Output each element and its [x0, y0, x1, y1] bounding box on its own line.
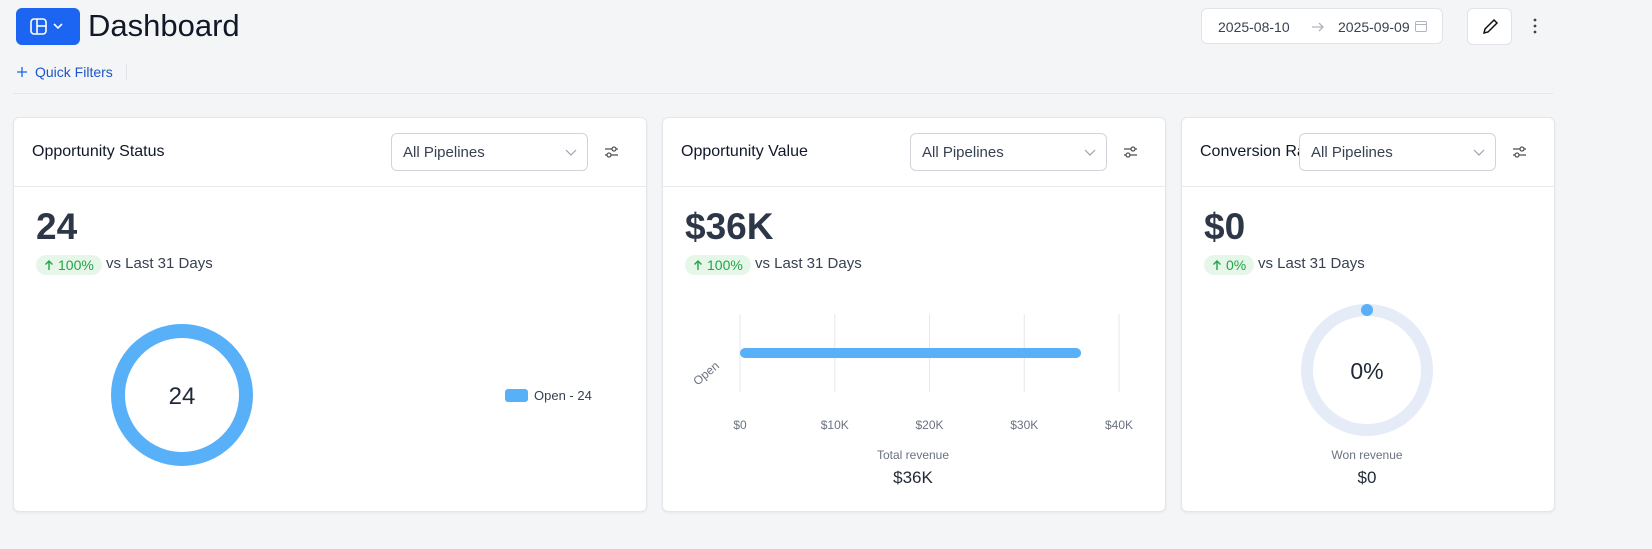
up-arrow	[45, 260, 53, 270]
card	[662, 117, 1166, 512]
comparison: vs Last 31 Days	[106, 255, 213, 272]
card-divider	[663, 186, 1165, 187]
card-divider	[1182, 186, 1554, 187]
quick-filters[interactable]: Quick Filters	[35, 64, 113, 80]
card-title: Opportunity Value	[681, 143, 808, 160]
select-text: All Pipelines	[922, 144, 1004, 161]
calendar-icon	[1415, 21, 1427, 32]
pipeline-select[interactable]: All Pipelines	[1299, 133, 1496, 171]
change-text: 100%	[58, 257, 94, 273]
date-start: 2025-08-10	[1218, 19, 1290, 35]
change-text: 100%	[707, 257, 743, 273]
metric-value: 24	[36, 206, 78, 247]
pipeline-select[interactable]: All Pipelines	[391, 133, 588, 171]
change-text: 0%	[1226, 257, 1247, 273]
layout-icon	[30, 18, 63, 35]
chevron-icon	[565, 149, 577, 156]
metric-value: $36K	[685, 206, 774, 247]
chevron-icon	[1473, 149, 1485, 156]
comparison: vs Last 31 Days	[755, 255, 862, 272]
metric-value: $0	[1204, 206, 1246, 247]
comparison: vs Last 31 Days	[1258, 255, 1365, 272]
edit-button[interactable]	[1467, 8, 1512, 45]
select-text: All Pipelines	[403, 144, 485, 161]
arrow-icon	[1312, 22, 1324, 32]
layout-button[interactable]	[16, 8, 80, 45]
card-title: Opportunity Status	[32, 143, 165, 160]
up-arrow	[694, 260, 702, 270]
card	[1181, 117, 1555, 512]
change-badge: 100%	[685, 255, 751, 275]
select-text: All Pipelines	[1311, 144, 1393, 161]
up-arrow	[1213, 260, 1221, 270]
edit-icon	[1482, 18, 1499, 35]
page-title: Dashboard	[88, 8, 240, 43]
card	[13, 117, 647, 512]
card-divider	[14, 186, 646, 187]
divider	[13, 93, 1553, 94]
plus-icon	[17, 67, 27, 77]
more-icon[interactable]	[1528, 16, 1542, 36]
date-range[interactable]: 2025-08-10 2025-09-09	[1201, 8, 1443, 44]
chevron-icon	[1084, 149, 1096, 156]
date-end: 2025-09-09	[1338, 19, 1410, 35]
change-badge: 100%	[36, 255, 102, 275]
change-badge: 0%	[1204, 255, 1255, 275]
card-title: Conversion Rate	[1200, 143, 1312, 160]
separator	[126, 64, 127, 80]
pipeline-select[interactable]: All Pipelines	[910, 133, 1107, 171]
